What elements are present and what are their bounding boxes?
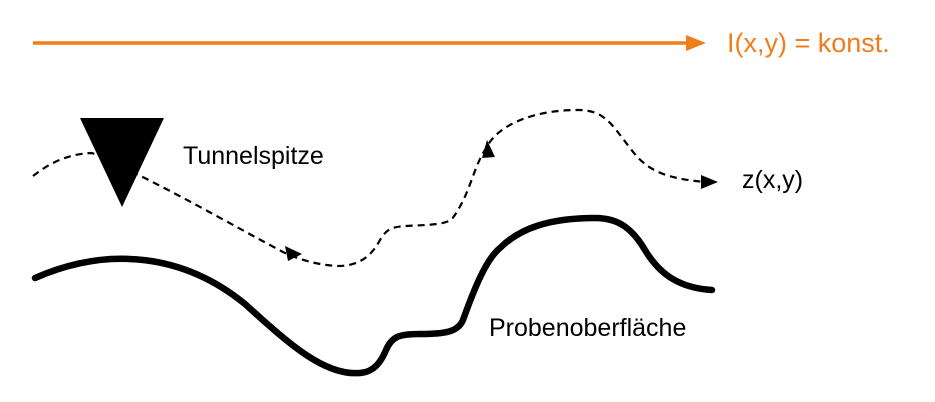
path-arrowhead [285,246,302,261]
arrow-right-icon [686,35,706,51]
current-arrow [33,35,706,51]
tip-path [32,108,718,268]
tip-path-line [32,108,706,268]
path-arrowhead [701,175,718,189]
current-label: I(x,y) = konst. [727,28,890,58]
height-label: z(x,y) [742,166,804,194]
path-arrowhead [482,140,495,158]
surface-label: Probenoberfläche [489,314,687,342]
tip-label: Tunnelspitze [183,142,324,170]
sample-surface [31,214,716,377]
triangle-down-icon [80,118,164,207]
